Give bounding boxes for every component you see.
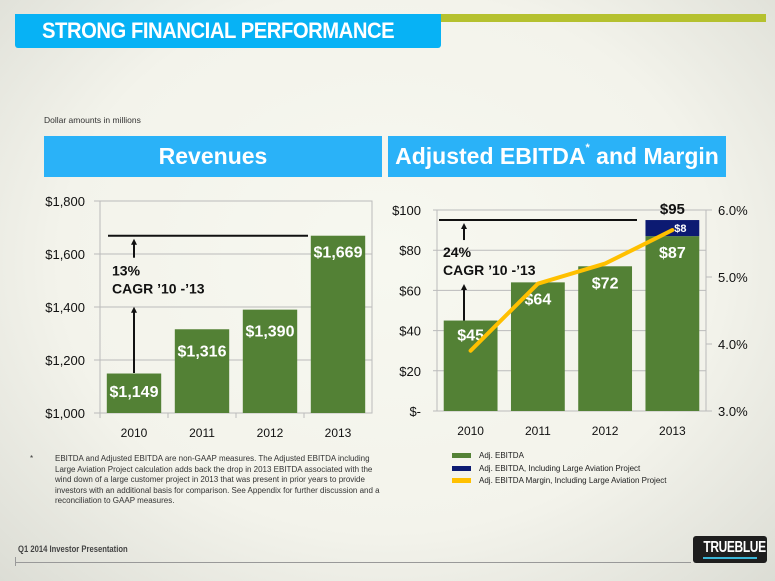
x-tick-label: 2010 (121, 426, 148, 440)
y2-tick-label: 3.0% (718, 404, 748, 419)
cagr-arrowhead-lower (131, 306, 137, 313)
bar-value-label: $1,316 (178, 343, 227, 360)
aviation-value-label: $8 (674, 223, 686, 235)
x-tick-label: 2012 (592, 424, 619, 438)
footnote-text: EBITDA and Adjusted EBITDA are non-GAAP … (55, 454, 380, 505)
y2-tick-label: 4.0% (718, 337, 748, 352)
x-tick-label: 2010 (457, 424, 484, 438)
y-tick-label: $- (409, 404, 421, 419)
footer-tick (15, 557, 16, 566)
revenues-header: Revenues (44, 136, 382, 177)
revenue-bar (242, 309, 298, 413)
bar-value-label: $1,390 (246, 324, 295, 341)
y-tick-label: $1,200 (45, 353, 85, 368)
ebitda-title-asterisk: * (585, 142, 590, 154)
footnote: * EBITDA and Adjusted EBITDA are non-GAA… (30, 454, 380, 507)
cagr-percent: 13% (112, 263, 141, 279)
ebitda-header: Adjusted EBITDA* and Margin (388, 136, 726, 177)
y2-tick-label: 5.0% (718, 270, 748, 285)
revenue-bar (174, 329, 230, 413)
y-tick-label: $40 (399, 324, 421, 339)
y-tick-label: $1,400 (45, 300, 85, 315)
cagr-label: CAGR ’10 -’13 (443, 262, 536, 278)
title-bar (15, 14, 441, 48)
y-tick-label: $1,600 (45, 247, 85, 262)
cagr-arrowhead-upper (131, 238, 137, 245)
ebitda-chart: $- $20 $40 $60 $80 $100 3.0% 4.0% 5.0% 6.0% $45 201… (392, 201, 748, 438)
legend-swatch-navy (452, 465, 471, 471)
revenue-bar (106, 373, 162, 413)
legend-swatch-gold (452, 478, 471, 483)
y-tick-label: $1,000 (45, 406, 85, 421)
legend-label: Adj. EBITDA, Including Large Aviation Pr… (479, 463, 641, 473)
y-tick-label: $20 (399, 364, 421, 379)
y-tick-label: $1,800 (45, 194, 85, 209)
logo-text: TRUEBLUE (703, 539, 766, 556)
aviation-project-bar (645, 220, 700, 237)
footnote-marker: * (30, 454, 34, 463)
y-tick-label: $60 (399, 283, 421, 298)
bar-value-label: $45 (457, 328, 484, 345)
ebitda-title: Adjusted EBITDA (395, 143, 586, 169)
cagr-label: CAGR ’10 -’13 (112, 281, 205, 297)
units-note: Dollar amounts in millions (44, 115, 141, 125)
revenues-chart: $1,000 $1,200 $1,400 $1,600 $1,800 $1,149 2010… (45, 194, 373, 440)
logo-underline (703, 557, 757, 559)
legend-item-adj-ebitda-aviation: Adj. EBITDA, Including Large Aviation Pr… (452, 464, 679, 475)
cagr-arrowhead-upper (461, 223, 467, 230)
legend-swatch-green (452, 453, 471, 458)
cagr-percent: 24% (443, 244, 472, 260)
margin-line (468, 228, 675, 353)
bar-value-label: $1,149 (110, 384, 159, 401)
legend-item-margin: Adj. EBITDA Margin, Including Large Avia… (452, 476, 679, 487)
legend-label: Adj. EBITDA Margin, Including Large Avia… (479, 476, 667, 485)
total-value-label: $95 (660, 201, 685, 218)
x-tick-label: 2013 (659, 424, 686, 438)
slide-title: STRONG FINANCIAL PERFORMANCE (42, 18, 395, 43)
ebitda-title-suffix: and Margin (589, 143, 719, 169)
ebitda-legend: Adj. EBITDA Adj. EBITDA, Including Large… (452, 451, 679, 489)
bar-value-label: $64 (525, 291, 552, 308)
footer-presentation-label: Q1 2014 Investor Presentation (18, 544, 128, 554)
cagr-arrowhead-lower (461, 284, 467, 291)
trueblue-logo: TRUEBLUE (693, 536, 767, 563)
y-tick-label: $100 (392, 203, 421, 218)
legend-item-adj-ebitda: Adj. EBITDA (452, 451, 679, 462)
x-tick-label: 2011 (189, 426, 215, 440)
footer-divider (15, 562, 691, 563)
x-tick-label: 2012 (257, 426, 284, 440)
revenues-title: Revenues (158, 143, 268, 169)
adj-ebitda-bar (578, 266, 633, 411)
bar-value-label: $87 (659, 245, 686, 262)
bar-value-label: $72 (592, 275, 619, 292)
x-tick-label: 2011 (525, 424, 551, 438)
adj-ebitda-bar (645, 236, 700, 411)
y2-tick-label: 6.0% (718, 203, 748, 218)
accent-rule (441, 14, 766, 22)
bar-value-label: $1,669 (314, 245, 363, 262)
y-tick-label: $80 (399, 243, 421, 258)
revenue-bar (310, 235, 366, 413)
legend-label: Adj. EBITDA (479, 451, 524, 460)
x-tick-label: 2013 (325, 426, 352, 440)
